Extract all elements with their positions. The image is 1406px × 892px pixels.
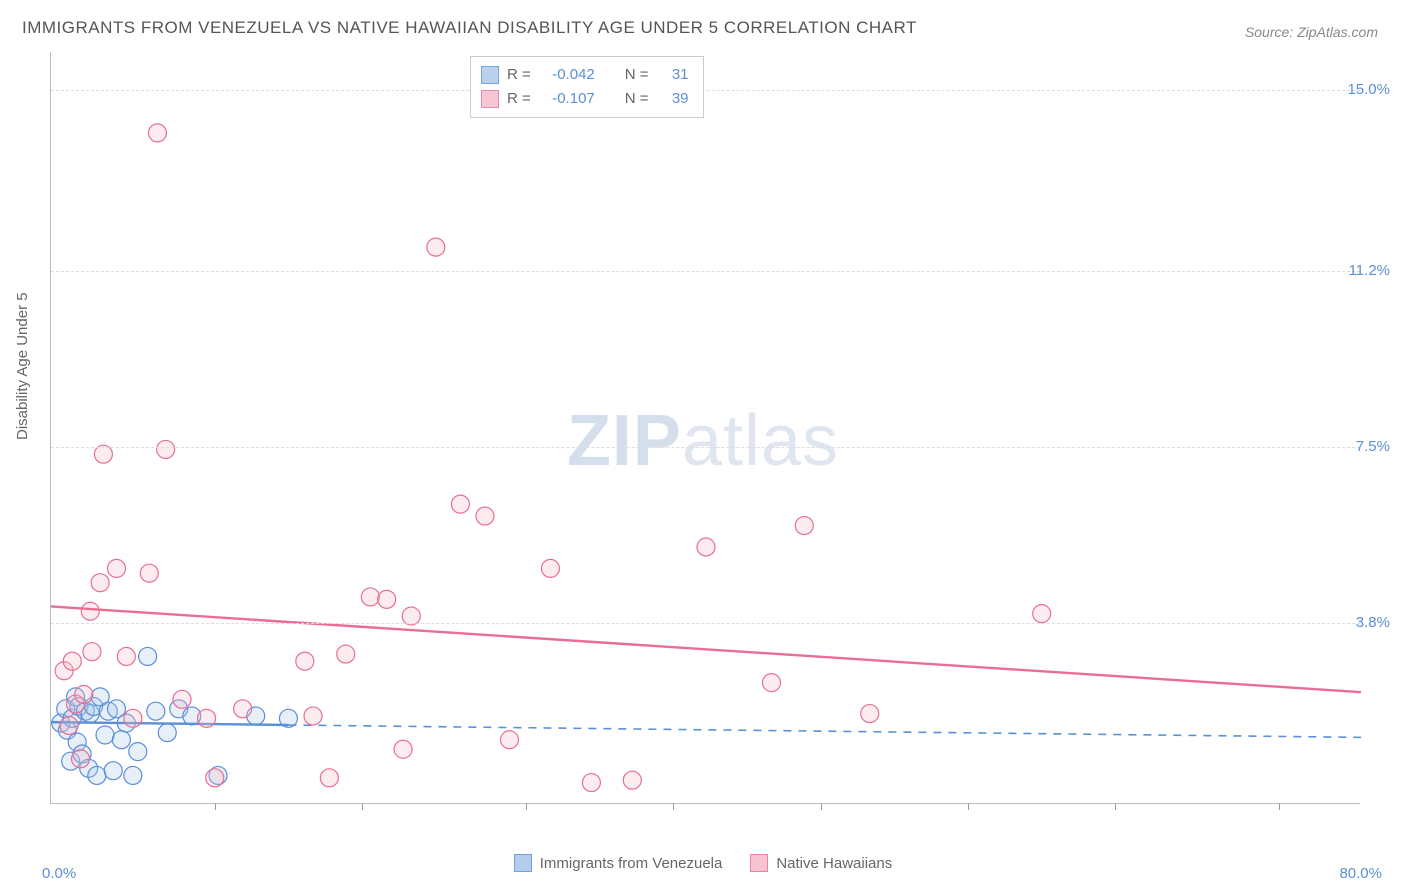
scatter-point-hawaiian (501, 731, 519, 749)
x-axis-max-label: 80.0% (1339, 865, 1382, 882)
scatter-point-venezuela (158, 724, 176, 742)
x-tick (1279, 803, 1280, 810)
scatter-point-venezuela (112, 731, 130, 749)
scatter-point-hawaiian (108, 559, 126, 577)
legend-swatch (481, 66, 499, 84)
scatter-point-hawaiian (296, 652, 314, 670)
chart-title: IMMIGRANTS FROM VENEZUELA VS NATIVE HAWA… (22, 18, 917, 38)
legend-item-hawaiian: Native Hawaiians (750, 854, 892, 872)
x-tick (362, 803, 363, 810)
gridline (51, 447, 1360, 448)
x-tick (1115, 803, 1116, 810)
x-tick (215, 803, 216, 810)
legend-statistics: R = -0.042 N = 31 R = -0.107 N = 39 (470, 56, 704, 118)
scatter-point-hawaiian (71, 750, 89, 768)
scatter-point-hawaiian (304, 707, 322, 725)
scatter-point-hawaiian (795, 517, 813, 535)
trend-line-hawaiian (51, 606, 1361, 692)
scatter-point-venezuela (104, 762, 122, 780)
scatter-point-hawaiian (206, 769, 224, 787)
scatter-point-hawaiian (394, 740, 412, 758)
gridline (51, 271, 1360, 272)
scatter-point-hawaiian (173, 690, 191, 708)
legend-n-label: N = (625, 87, 649, 111)
scatter-point-venezuela (129, 743, 147, 761)
source-attribution: Source: ZipAtlas.com (1245, 24, 1378, 40)
scatter-point-hawaiian (234, 700, 252, 718)
scatter-point-venezuela (139, 647, 157, 665)
scatter-point-hawaiian (117, 647, 135, 665)
scatter-point-hawaiian (91, 574, 109, 592)
scatter-point-hawaiian (427, 238, 445, 256)
scatter-point-hawaiian (582, 774, 600, 792)
legend-r-value: -0.107 (539, 87, 595, 111)
scatter-point-venezuela (147, 702, 165, 720)
legend-r-label: R = (507, 63, 531, 87)
legend-r-value: -0.042 (539, 63, 595, 87)
x-tick (526, 803, 527, 810)
plot-area (50, 52, 1360, 804)
legend-n-value: 39 (657, 87, 689, 111)
legend-swatch (750, 854, 768, 872)
legend-n-value: 31 (657, 63, 689, 87)
legend-series-label: Immigrants from Venezuela (540, 855, 723, 872)
y-axis-label: Disability Age Under 5 (14, 292, 31, 440)
scatter-point-hawaiian (140, 564, 158, 582)
scatter-point-hawaiian (451, 495, 469, 513)
legend-swatch (514, 854, 532, 872)
scatter-point-hawaiian (476, 507, 494, 525)
legend-series: Immigrants from Venezuela Native Hawaiian… (0, 854, 1406, 876)
scatter-point-hawaiian (763, 674, 781, 692)
scatter-point-hawaiian (378, 590, 396, 608)
scatter-point-hawaiian (320, 769, 338, 787)
scatter-point-hawaiian (75, 686, 93, 704)
x-axis-min-label: 0.0% (42, 865, 76, 882)
scatter-point-venezuela (88, 766, 106, 784)
legend-r-label: R = (507, 87, 531, 111)
scatter-point-hawaiian (541, 559, 559, 577)
x-tick (673, 803, 674, 810)
gridline (51, 623, 1360, 624)
scatter-point-hawaiian (83, 643, 101, 661)
x-tick (821, 803, 822, 810)
trend-line-ext-venezuela (288, 725, 1361, 737)
gridline (51, 90, 1360, 91)
chart-svg (51, 52, 1360, 803)
legend-item-venezuela: Immigrants from Venezuela (514, 854, 723, 872)
scatter-point-hawaiian (623, 771, 641, 789)
y-tick-label: 15.0% (1347, 81, 1390, 98)
scatter-point-hawaiian (63, 652, 81, 670)
scatter-point-hawaiian (361, 588, 379, 606)
scatter-point-hawaiian (148, 124, 166, 142)
scatter-point-hawaiian (198, 709, 216, 727)
legend-swatch (481, 90, 499, 108)
legend-stat-row-venezuela: R = -0.042 N = 31 (481, 63, 689, 87)
scatter-point-hawaiian (157, 440, 175, 458)
legend-stat-row-hawaiian: R = -0.107 N = 39 (481, 87, 689, 111)
scatter-point-hawaiian (60, 716, 78, 734)
scatter-point-venezuela (124, 766, 142, 784)
legend-n-label: N = (625, 63, 649, 87)
scatter-point-hawaiian (337, 645, 355, 663)
scatter-point-hawaiian (124, 709, 142, 727)
y-tick-label: 3.8% (1356, 614, 1390, 631)
scatter-point-hawaiian (1033, 605, 1051, 623)
scatter-point-hawaiian (697, 538, 715, 556)
legend-series-label: Native Hawaiians (776, 855, 892, 872)
y-tick-label: 11.2% (1349, 262, 1390, 279)
scatter-point-venezuela (96, 726, 114, 744)
scatter-point-hawaiian (81, 602, 99, 620)
scatter-point-hawaiian (861, 705, 879, 723)
y-tick-label: 7.5% (1356, 438, 1390, 455)
x-tick (968, 803, 969, 810)
